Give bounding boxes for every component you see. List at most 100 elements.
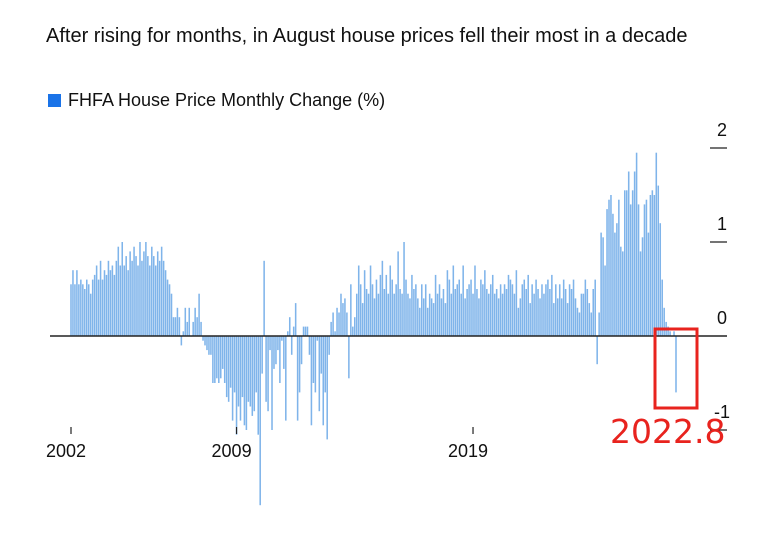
bar [304, 326, 307, 336]
bar [511, 284, 514, 336]
bar [560, 298, 563, 336]
bar [342, 303, 344, 336]
bar [221, 336, 224, 369]
bar [657, 185, 660, 336]
bar [312, 336, 315, 383]
bar [261, 336, 263, 374]
bar [87, 284, 90, 336]
bar [480, 279, 482, 336]
bar [271, 336, 273, 430]
bar [472, 293, 474, 336]
bar [551, 274, 553, 336]
bar [170, 293, 173, 336]
bar [308, 336, 311, 355]
bar [218, 336, 220, 383]
bar [245, 336, 248, 430]
bar [407, 293, 409, 336]
bar [602, 237, 604, 336]
bar [225, 336, 228, 398]
bar [235, 336, 238, 435]
bar [192, 321, 194, 336]
bar [547, 279, 549, 336]
bar [383, 289, 386, 336]
bar [178, 317, 181, 336]
x-axis: 2002 2009 2019 [46, 427, 488, 461]
bar [70, 284, 72, 336]
bar [594, 279, 596, 336]
bar [336, 307, 338, 336]
bar [539, 298, 541, 336]
bar [306, 326, 309, 336]
bar [316, 336, 319, 341]
bar [212, 336, 214, 383]
bar [641, 237, 644, 336]
bar [529, 303, 531, 336]
bar [405, 279, 407, 336]
bar [535, 279, 537, 336]
bar [363, 270, 366, 336]
bar [519, 298, 522, 336]
bar [663, 307, 665, 336]
bar [517, 307, 520, 336]
bar [537, 289, 539, 336]
bar [296, 336, 299, 421]
bar [166, 279, 169, 336]
bar [525, 289, 527, 336]
bar [103, 270, 106, 336]
bar [154, 265, 157, 336]
bar [111, 265, 114, 336]
bar [269, 336, 271, 351]
bar [399, 289, 401, 336]
bar [265, 336, 267, 402]
bar [231, 336, 234, 421]
bar [513, 293, 516, 336]
bar [180, 336, 183, 346]
bar [310, 336, 313, 426]
bar [129, 251, 131, 336]
bar [505, 289, 508, 336]
x-tick-label: 2019 [448, 441, 488, 461]
legend-label: FHFA House Price Monthly Change (%) [68, 90, 386, 110]
bar [568, 284, 571, 336]
bar [645, 199, 648, 336]
bar [330, 321, 332, 336]
bar [456, 284, 459, 336]
bar [334, 331, 336, 336]
bar [419, 307, 421, 336]
bar [488, 293, 490, 336]
bar [133, 246, 135, 336]
bar [95, 265, 98, 336]
bar [616, 223, 618, 336]
bar [620, 246, 622, 336]
bar [588, 303, 591, 336]
bar [478, 298, 480, 336]
bar [188, 307, 191, 336]
bar [80, 279, 82, 336]
bar [194, 307, 196, 336]
bar [354, 317, 356, 336]
bar [233, 336, 236, 393]
bar [639, 251, 642, 336]
bar [287, 331, 289, 336]
bar [332, 312, 334, 336]
bar [355, 293, 358, 336]
bar [151, 246, 153, 336]
bar [279, 336, 281, 383]
bar [135, 256, 137, 336]
bar [357, 265, 360, 336]
bar [99, 260, 102, 336]
bar [507, 274, 510, 336]
annotation-label: 2022.8 [610, 412, 725, 451]
bar [365, 289, 368, 336]
bar [387, 293, 390, 336]
chart-legend: FHFA House Price Monthly Change (%) [48, 90, 385, 111]
bar [393, 293, 395, 336]
bar [198, 293, 200, 336]
bar [468, 284, 470, 336]
bar [432, 303, 435, 336]
bar [275, 336, 277, 365]
bar [411, 274, 413, 336]
bar [489, 284, 492, 336]
bar [109, 270, 112, 336]
